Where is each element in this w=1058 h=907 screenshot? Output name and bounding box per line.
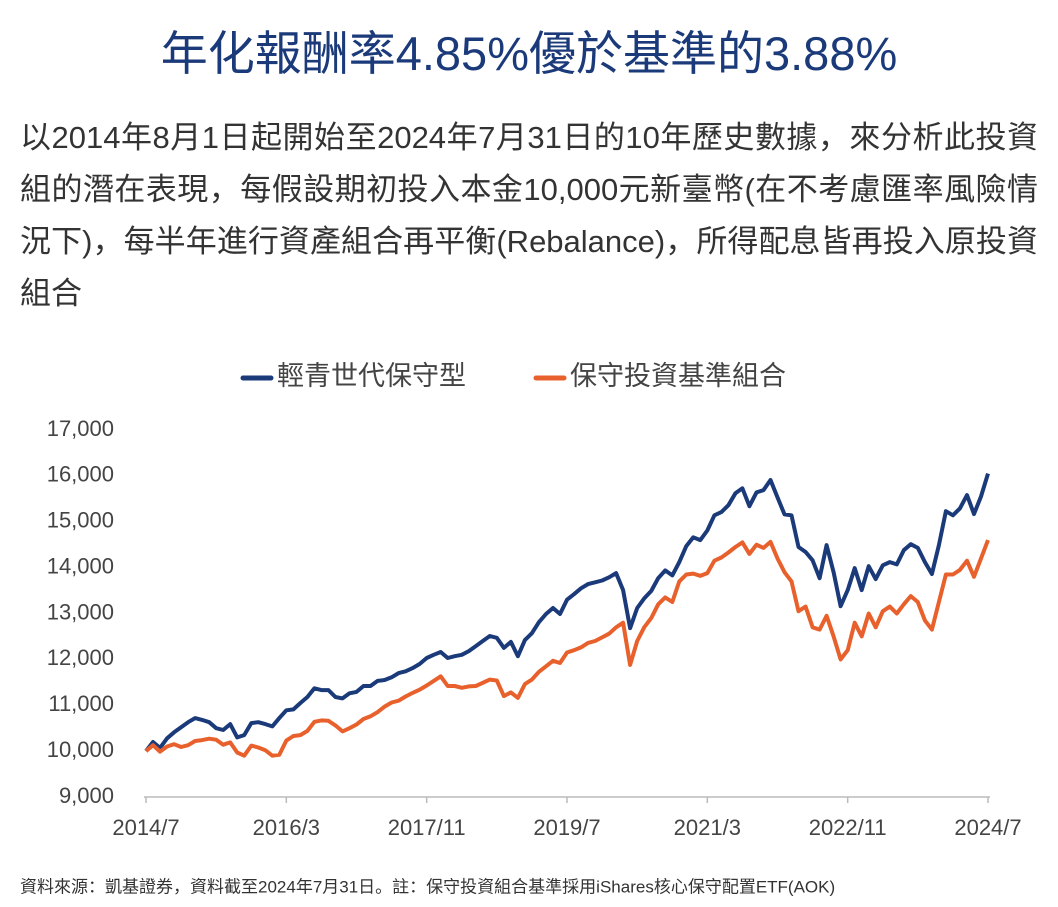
x-tick-label: 2024/7 <box>954 815 1021 840</box>
x-tick-label: 2022/11 <box>809 815 887 840</box>
y-tick-label: 14,000 <box>47 553 114 578</box>
chart-subtitle: 以2014年8月1日起開始至2024年7月31日的10年歷史數據，來分析此投資組… <box>20 120 1038 311</box>
legend-label: 輕青世代保守型 <box>277 361 466 391</box>
y-tick-label: 10,000 <box>47 737 114 762</box>
series-line <box>144 539 990 758</box>
y-tick-label: 15,000 <box>47 508 114 533</box>
y-tick-label: 13,000 <box>47 599 114 624</box>
x-tick-label: 2017/11 <box>388 815 466 840</box>
series-line <box>144 473 990 753</box>
x-tick-label: 2021/3 <box>674 815 741 840</box>
y-tick-label: 17,000 <box>47 416 114 441</box>
y-tick-label: 12,000 <box>47 645 114 670</box>
legend-label: 保守投資基準組合 <box>570 361 786 391</box>
x-tick-label: 2014/7 <box>112 815 179 840</box>
chart-title: 年化報酬率4.85%優於基準的3.88% <box>160 27 898 80</box>
y-tick-label: 9,000 <box>59 783 114 808</box>
x-tick-label: 2019/7 <box>533 815 600 840</box>
y-tick-label: 16,000 <box>47 462 114 487</box>
source-note: 資料來源：凱基證券，資料截至2024年7月31日。註：保守投資組合基準採用iSh… <box>20 877 835 896</box>
x-tick-label: 2016/3 <box>253 815 320 840</box>
y-tick-label: 11,000 <box>48 691 114 716</box>
